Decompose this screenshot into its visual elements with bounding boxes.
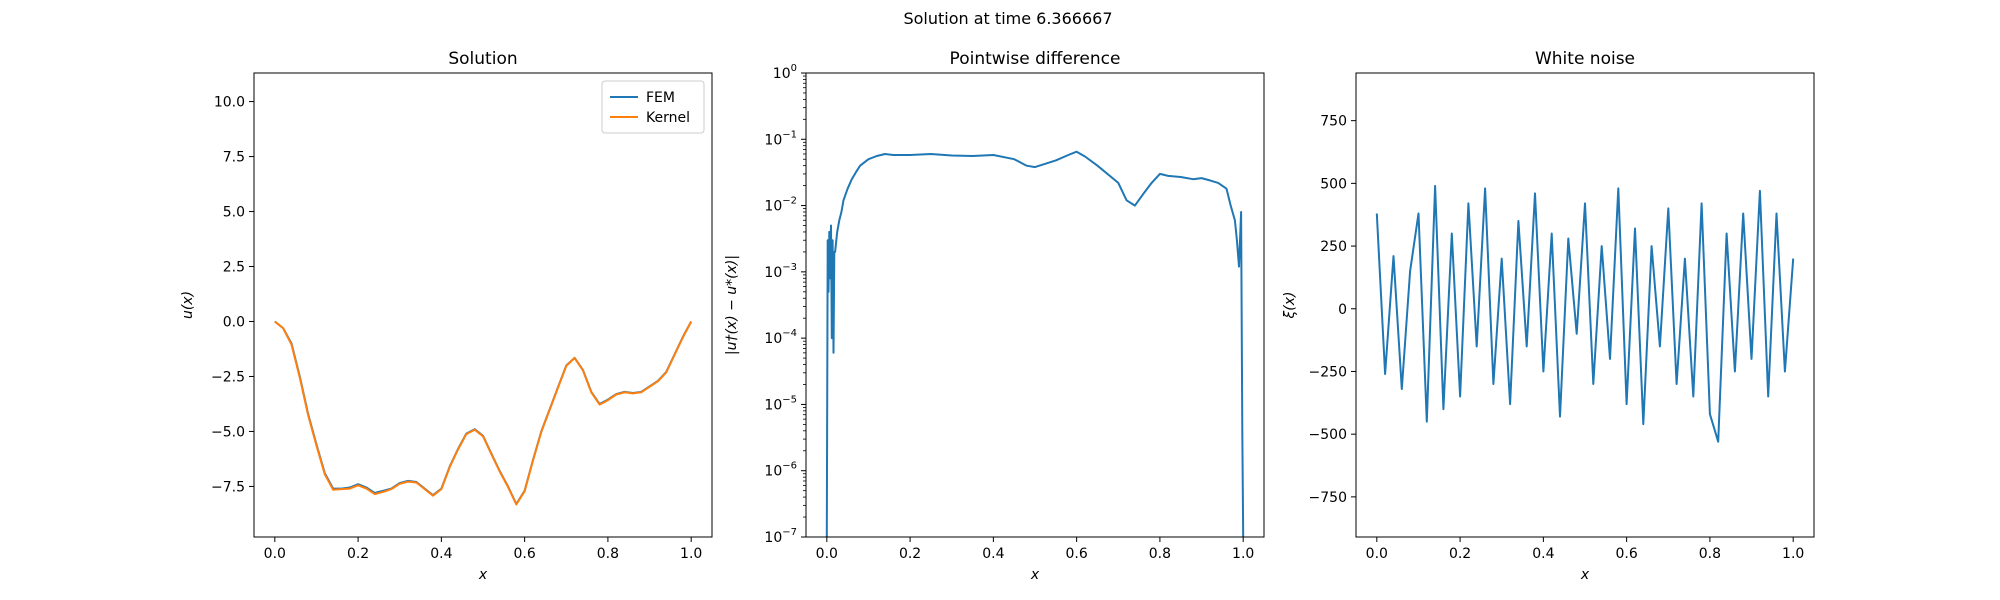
y-axis-label: ξ(x) (1282, 291, 1298, 319)
subplot-3: White noise 0.0 0.2 0.4 0.6 0.8 1.0 −750 −500 −25… (1282, 49, 1815, 583)
y-tick-label: 100 (773, 63, 797, 82)
y-axis-label: u(x) (180, 291, 196, 319)
x-tick-label: 0.8 (1699, 546, 1721, 562)
y-tick-label: 500 (1320, 176, 1347, 192)
x-tick-label: 0.8 (597, 546, 619, 562)
subplot-title: Pointwise difference (950, 49, 1121, 69)
y-tick-label: 750 (1320, 114, 1347, 130)
legend-label: Kernel (646, 110, 690, 126)
x-tick-label: 0.6 (1616, 546, 1638, 562)
x-tick-label: 0.2 (347, 546, 369, 562)
x-tick-label: 0.2 (1449, 546, 1471, 562)
plot-area (825, 150, 1245, 537)
x-tick-label: 0.0 (816, 546, 838, 562)
y-tick-label: 10−1 (764, 129, 797, 148)
y-tick-label: 7.5 (223, 150, 245, 166)
y-tick-label: −500 (1309, 427, 1347, 443)
subplot-grid: Solution 0.0 0.2 0.4 0.6 0.8 1.0 −7.5 −5.0 −2.5 0.… (180, 49, 1815, 583)
series-line-kernel (274, 320, 693, 506)
y-tick-label: 10−4 (764, 328, 797, 347)
y-tick-label: 10−5 (764, 394, 797, 413)
y-tick-label: 10−3 (764, 262, 797, 281)
axes-frame (253, 72, 713, 538)
plot-area (1375, 184, 1795, 443)
x-tick-label: 0.0 (1366, 546, 1388, 562)
subplot-1: Solution 0.0 0.2 0.4 0.6 0.8 1.0 −7.5 −5.0 −2.5 0.… (180, 49, 713, 583)
legend-box (601, 80, 705, 134)
series-line-fem (274, 320, 693, 505)
series-line (1375, 184, 1795, 443)
y-tick-label: 10−6 (764, 461, 797, 480)
legend-label: FEM (646, 90, 675, 106)
y-tick-label: −2.5 (211, 369, 245, 385)
y-tick-label: −7.5 (211, 479, 245, 495)
y-tick-label: 0.0 (223, 314, 245, 330)
y-tick-label: 10−2 (764, 196, 797, 215)
y-axis-label: |u†(x) − u*(x)| (724, 255, 740, 355)
x-tick-label: 1.0 (1232, 546, 1254, 562)
x-tick-label: 0.0 (264, 546, 286, 562)
x-tick-label: 0.8 (1149, 546, 1171, 562)
y-tick-label: 5.0 (223, 205, 245, 221)
series-line (825, 150, 1245, 537)
y-tick-label: 10.0 (214, 95, 245, 111)
y-tick-label: 2.5 (223, 260, 245, 276)
x-tick-label: 0.6 (1066, 546, 1088, 562)
y-tick-label: 250 (1320, 239, 1347, 255)
x-tick-label: 0.4 (430, 546, 452, 562)
y-tick-label: −5.0 (211, 424, 245, 440)
x-tick-label: 1.0 (680, 546, 702, 562)
y-tick-label: 0 (1338, 302, 1347, 318)
axes-frame (1355, 72, 1815, 538)
x-axis-label: x (1580, 567, 1590, 583)
plot-area (274, 320, 693, 506)
subplot-title: White noise (1535, 49, 1635, 69)
x-tick-label: 1.0 (1782, 546, 1804, 562)
x-tick-label: 0.6 (514, 546, 536, 562)
x-tick-label: 0.4 (1532, 546, 1554, 562)
subplot-title: Solution (448, 49, 517, 69)
axes-frame (805, 72, 1265, 538)
x-axis-label: x (478, 567, 488, 583)
y-tick-label: −750 (1309, 490, 1347, 506)
legend: FEM Kernel (601, 80, 705, 134)
y-tick-label: −250 (1309, 364, 1347, 380)
y-tick-label: 10−7 (764, 527, 797, 546)
x-axis-label: x (1030, 567, 1040, 583)
subplot-2: Pointwise difference 0.0 0.2 0.4 0.6 0.8 1.0 10… (724, 49, 1265, 583)
x-tick-label: 0.2 (899, 546, 921, 562)
figure-suptitle: Solution at time 6.366667 (903, 9, 1112, 28)
x-tick-label: 0.4 (982, 546, 1004, 562)
